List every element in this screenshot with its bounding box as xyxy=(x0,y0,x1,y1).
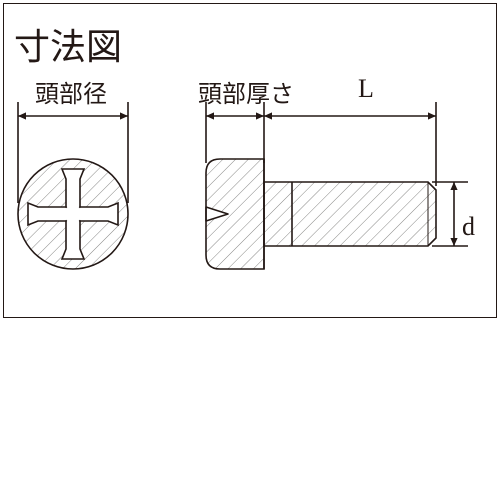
dimension-drawing xyxy=(0,0,500,500)
